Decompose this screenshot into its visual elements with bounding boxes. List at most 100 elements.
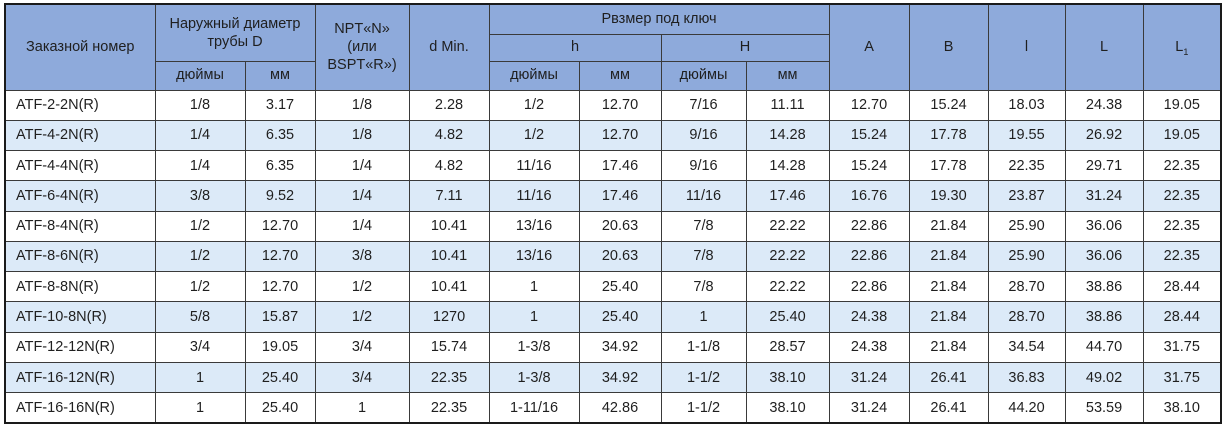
- value-cell: 21.84: [908, 331, 989, 363]
- value-cell: 15.24: [908, 89, 989, 121]
- value-cell: 1/4: [314, 180, 410, 212]
- table-row: ATF-4-4N(R) 1/4 6.35 1/4 4.82 11/16 17.46 9/16 1…: [4, 150, 1222, 182]
- value-cell: 25.40: [244, 392, 316, 424]
- value-cell: 7/16: [660, 89, 747, 121]
- value-cell: 19.05: [1142, 119, 1222, 152]
- order-number-cell: ATF-8-4N(R): [4, 210, 156, 242]
- value-cell: 3/4: [314, 331, 410, 363]
- table-row: ATF-12-12N(R) 3/4 19.05 3/4 15.74 1-3/8 34.92 1…: [4, 331, 1222, 363]
- order-number-cell: ATF-10-8N(R): [4, 301, 156, 333]
- value-cell: 1/8: [314, 89, 410, 121]
- value-cell: 23.87: [987, 180, 1066, 212]
- value-cell: 31.24: [828, 361, 910, 394]
- value-cell: 12.70: [244, 271, 316, 303]
- value-cell: 1/4: [314, 210, 410, 242]
- value-cell: 5/8: [154, 301, 246, 333]
- value-cell: 31.75: [1142, 331, 1222, 363]
- header-col-b: B: [908, 3, 989, 91]
- header-wrench-size: Рвзмер под ключ: [488, 3, 830, 35]
- header-d-min: d Min.: [408, 3, 490, 91]
- header-order-number: Заказной номер: [4, 3, 156, 91]
- value-cell: 34.54: [987, 331, 1066, 363]
- value-cell: 44.70: [1064, 331, 1144, 363]
- value-cell: 7/8: [660, 240, 747, 273]
- header-mm-h: мм: [578, 60, 662, 91]
- header-col-l-big: L: [1064, 3, 1144, 91]
- value-cell: 36.06: [1064, 210, 1144, 242]
- header-col-a: A: [828, 3, 910, 91]
- value-cell: 18.03: [987, 89, 1066, 121]
- value-cell: 29.71: [1064, 150, 1144, 182]
- value-cell: 28.57: [745, 331, 830, 363]
- value-cell: 1-11/16: [488, 392, 580, 424]
- value-cell: 1/2: [154, 210, 246, 242]
- value-cell: 1: [314, 392, 410, 424]
- value-cell: 31.75: [1142, 361, 1222, 394]
- value-cell: 1: [154, 361, 246, 394]
- value-cell: 7/8: [660, 210, 747, 242]
- value-cell: 21.84: [908, 271, 989, 303]
- value-cell: 1-3/8: [488, 331, 580, 363]
- table-row: ATF-2-2N(R) 1/8 3.17 1/8 2.28 1/2 12.70 7/16 11.…: [4, 89, 1222, 121]
- value-cell: 6.35: [244, 150, 316, 182]
- value-cell: 36.83: [987, 361, 1066, 394]
- order-number-cell: ATF-2-2N(R): [4, 89, 156, 121]
- value-cell: 3.17: [244, 89, 316, 121]
- value-cell: 22.22: [745, 210, 830, 242]
- order-number-cell: ATF-4-4N(R): [4, 150, 156, 182]
- value-cell: 26.41: [908, 392, 989, 424]
- value-cell: 17.46: [578, 150, 662, 182]
- value-cell: 9/16: [660, 119, 747, 152]
- value-cell: 28.44: [1142, 271, 1222, 303]
- table-row: ATF-16-16N(R) 1 25.40 1 22.35 1-11/16 42.86 1-1…: [4, 392, 1222, 424]
- value-cell: 22.86: [828, 240, 910, 273]
- value-cell: 25.90: [987, 240, 1066, 273]
- header-mm-hh: мм: [745, 60, 830, 91]
- value-cell: 1/4: [154, 119, 246, 152]
- table-body: ATF-2-2N(R) 1/8 3.17 1/8 2.28 1/2 12.70 7/16 11.…: [4, 89, 1222, 424]
- order-number-cell: ATF-16-12N(R): [4, 361, 156, 394]
- value-cell: 34.92: [578, 361, 662, 394]
- value-cell: 25.40: [244, 361, 316, 394]
- value-cell: 1/8: [314, 119, 410, 152]
- value-cell: 22.86: [828, 271, 910, 303]
- value-cell: 24.38: [828, 331, 910, 363]
- order-number-cell: ATF-4-2N(R): [4, 119, 156, 152]
- value-cell: 1-1/2: [660, 361, 747, 394]
- value-cell: 1/2: [154, 271, 246, 303]
- value-cell: 19.55: [987, 119, 1066, 152]
- header-mm-d: мм: [244, 60, 316, 91]
- l1-subscript: 1: [1183, 47, 1189, 58]
- value-cell: 38.86: [1064, 271, 1144, 303]
- header-inches-hh: дюймы: [660, 60, 747, 91]
- value-cell: 22.35: [1142, 240, 1222, 273]
- header-h-upper: H: [660, 33, 830, 62]
- value-cell: 10.41: [408, 210, 490, 242]
- value-cell: 25.40: [745, 301, 830, 333]
- value-cell: 38.10: [1142, 392, 1222, 424]
- table-row: ATF-16-12N(R) 1 25.40 3/4 22.35 1-3/8 34.92 1-1…: [4, 361, 1222, 394]
- table-row: ATF-8-4N(R) 1/2 12.70 1/4 10.41 13/16 20.63 7/8…: [4, 210, 1222, 242]
- value-cell: 1270: [408, 301, 490, 333]
- value-cell: 1: [488, 271, 580, 303]
- value-cell: 3/8: [314, 240, 410, 273]
- value-cell: 1/4: [314, 150, 410, 182]
- value-cell: 4.82: [408, 150, 490, 182]
- value-cell: 25.40: [578, 301, 662, 333]
- value-cell: 1: [154, 392, 246, 424]
- table-header: Заказной номер Наружный диаметр трубы D …: [4, 3, 1222, 91]
- value-cell: 34.92: [578, 331, 662, 363]
- value-cell: 42.86: [578, 392, 662, 424]
- value-cell: 17.46: [578, 180, 662, 212]
- value-cell: 21.84: [908, 301, 989, 333]
- value-cell: 22.35: [408, 392, 490, 424]
- value-cell: 12.70: [578, 89, 662, 121]
- value-cell: 1-3/8: [488, 361, 580, 394]
- value-cell: 9/16: [660, 150, 747, 182]
- value-cell: 15.87: [244, 301, 316, 333]
- table-row: ATF-6-4N(R) 3/8 9.52 1/4 7.11 11/16 17.46 11/16…: [4, 180, 1222, 212]
- value-cell: 10.41: [408, 240, 490, 273]
- value-cell: 13/16: [488, 210, 580, 242]
- header-outer-diameter: Наружный диаметр трубы D: [154, 3, 316, 62]
